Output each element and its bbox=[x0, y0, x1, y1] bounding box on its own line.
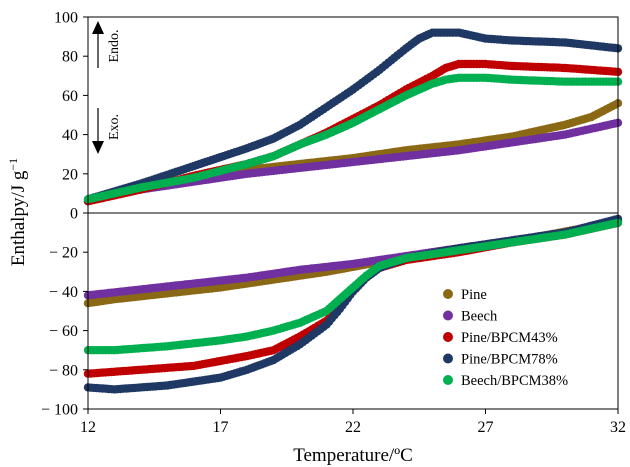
x-tick-label: 27 bbox=[478, 419, 494, 436]
legend-marker bbox=[443, 289, 453, 299]
plot-area bbox=[83, 28, 623, 394]
y-tick-label: 60 bbox=[62, 88, 78, 105]
annotations: Endo. Exo. bbox=[92, 21, 122, 154]
y-axis-title: Enthalpy/J g−1 bbox=[6, 158, 29, 266]
series-2 bbox=[83, 118, 623, 300]
y-tick-label: 40 bbox=[62, 127, 78, 144]
y-tick-label: 100 bbox=[54, 10, 78, 27]
legend-label: Beech bbox=[461, 309, 498, 325]
x-tick-label: 12 bbox=[80, 419, 96, 436]
endo-arrow-head bbox=[92, 21, 104, 34]
legend-item: Beech bbox=[443, 309, 498, 325]
y-tick-label: 80 bbox=[62, 49, 78, 66]
legend-label: Pine/BPCM78% bbox=[461, 352, 558, 368]
x-tick-label: 32 bbox=[610, 419, 626, 436]
x-tick-label: 22 bbox=[345, 419, 361, 436]
legend-marker bbox=[443, 353, 453, 364]
series-1 bbox=[83, 99, 623, 308]
series-5 bbox=[83, 73, 623, 355]
y-tick-label: − 40 bbox=[49, 284, 78, 301]
legend-label: Pine/BPCM43% bbox=[461, 330, 558, 346]
x-tick-label: 17 bbox=[213, 419, 229, 436]
legend-item: Beech/BPCM38% bbox=[443, 373, 568, 389]
legend-label: Pine bbox=[461, 287, 487, 303]
y-tick-label: − 80 bbox=[49, 362, 78, 379]
legend-item: Pine/BPCM78% bbox=[443, 352, 558, 368]
y-tick-label: − 60 bbox=[49, 323, 78, 340]
endo-label: Endo. bbox=[107, 29, 122, 62]
y-tick-label: − 20 bbox=[49, 245, 78, 262]
y-tick-label: 0 bbox=[70, 206, 78, 223]
y-tick-label: − 100 bbox=[41, 402, 78, 419]
legend-marker bbox=[443, 332, 453, 342]
legend: Pine Beech Pine/BPCM43% Pine/BPCM78% Beech/B… bbox=[443, 287, 568, 389]
legend-item: Pine/BPCM43% bbox=[443, 330, 558, 346]
legend-item: Pine bbox=[443, 287, 487, 303]
y-axis-title-superscript: −1 bbox=[6, 158, 20, 171]
legend-background bbox=[429, 278, 614, 392]
y-tick-label: 20 bbox=[62, 166, 78, 183]
exo-label: Exo. bbox=[107, 114, 122, 140]
axes: 12 17 22 27 32 − 100 − 80 − 60 − 40 − 20 0 20 40 60 80… bbox=[41, 10, 626, 437]
legend-label: Beech/BPCM38% bbox=[461, 373, 568, 389]
legend-marker bbox=[443, 375, 453, 385]
legend-marker bbox=[443, 310, 453, 321]
y-axis-title-main: Enthalpy/J g bbox=[8, 170, 29, 266]
x-axis-title: Temperature/ºC bbox=[293, 445, 413, 466]
exo-arrow-head bbox=[92, 141, 104, 154]
